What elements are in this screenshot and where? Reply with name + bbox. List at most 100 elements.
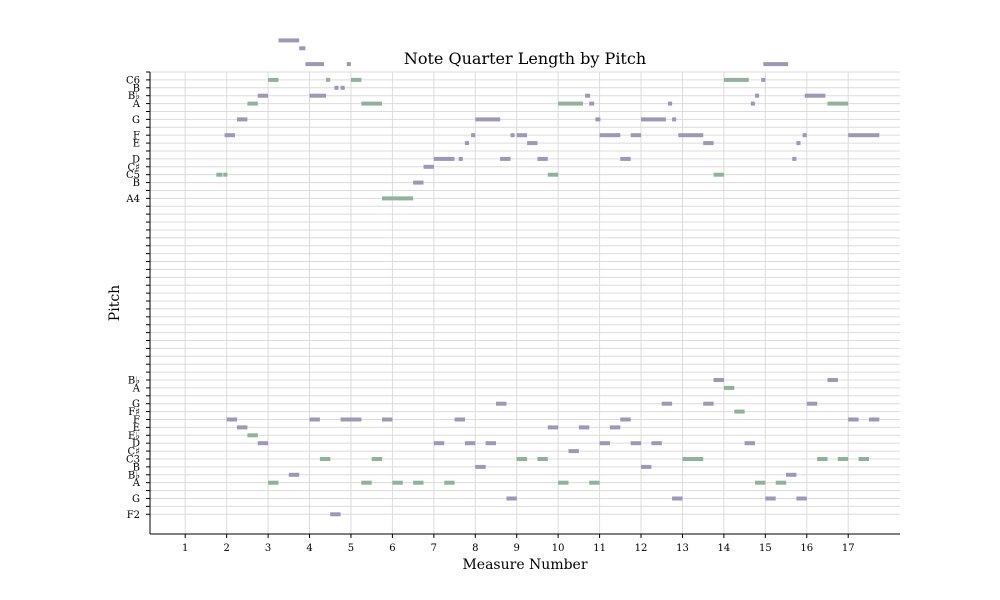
note-bar [216,172,223,177]
y-tick-label: B [133,178,140,189]
note-bar [278,38,300,43]
note-bar [599,441,610,446]
note-bar [750,101,755,106]
note-bar [578,425,590,430]
x-tick-label: 15 [759,543,772,554]
x-tick-label: 3 [265,543,271,554]
x-tick-label: 16 [800,543,813,554]
note-bar [510,133,515,138]
note-bar [761,77,766,82]
note-bar [361,101,382,106]
note-bar [858,457,869,461]
note-bar [319,457,331,461]
y-tick-label: E♭ [128,431,140,442]
note-bar [703,401,714,406]
note-bar [868,417,880,422]
note-bar [485,441,496,446]
note-bar [500,156,511,161]
note-bar [599,133,621,138]
note-bar [713,378,724,382]
y-tick-label: E [133,139,140,150]
note-bar [458,156,463,161]
y-tick-label: E [133,423,140,434]
note-bar [755,480,766,485]
note-bar [392,196,414,201]
y-tick-label: D [132,154,140,165]
chart-title: Note Quarter Length by Pitch [404,49,646,68]
note-bar [796,496,807,501]
note-bar [475,464,486,469]
x-tick-label: 14 [718,543,731,554]
y-tick-label: C3 [126,454,140,465]
note-bar [454,417,465,422]
note-bar [268,480,279,485]
note-bar [765,496,776,501]
note-bar [433,441,445,446]
note-bar [682,457,704,461]
y-tick-label: C♯ [128,447,141,458]
note-bar [516,133,528,138]
x-tick-label: 1 [182,543,188,554]
note-bar [537,457,548,461]
note-bar [806,401,818,406]
note-bar [817,457,828,461]
y-tick-label: F2 [127,510,140,521]
note-bar [257,93,269,98]
note-bar [309,417,320,422]
note-bar [723,77,749,82]
note-bar [547,172,559,177]
note-bar [848,133,880,138]
note-bar [309,93,327,98]
note-bar [351,417,362,422]
note-bar [413,480,424,485]
note-bar [516,457,528,461]
note-bar [568,449,579,454]
note-bar [223,172,228,177]
y-tick-label: B♭ [128,470,140,481]
note-bar [630,133,642,138]
note-bar [630,441,642,446]
note-bar [802,133,807,138]
note-bar [792,156,797,161]
y-tick-label: B [133,462,140,473]
note-bar [609,425,621,430]
note-bar [827,101,849,106]
note-bar [837,457,849,461]
x-tick-label: 7 [431,543,437,554]
y-tick-label: C♯ [128,162,141,173]
note-bar [326,77,331,82]
y-tick-label: F [133,415,140,426]
y-tick-label: G [132,399,140,410]
x-tick-label: 6 [389,543,395,554]
note-bar [620,156,631,161]
y-tick-label: G [132,115,140,126]
y-tick-label: C6 [126,75,140,86]
note-bar [744,441,755,446]
y-tick-label: A [132,478,141,489]
y-tick-label: D [132,439,140,450]
y-tick-label: F [133,131,140,142]
note-bar [299,46,306,51]
x-tick-label: 8 [472,543,478,554]
note-bar [775,480,787,485]
y-tick-label: B♭ [128,91,140,102]
note-bar [330,512,341,517]
note-bar [678,133,704,138]
note-bar [547,425,559,430]
note-bar [224,133,235,138]
note-bar [804,93,826,98]
note-bar [796,141,801,146]
note-bar [392,480,403,485]
note-bar [340,417,351,422]
note-bar [257,441,269,446]
note-bar [651,441,662,446]
note-bar [848,417,859,422]
note-bar [595,117,601,122]
note-bar [247,101,258,106]
x-tick-label: 11 [593,543,606,554]
note-bar [723,385,735,390]
note-bar [471,133,476,138]
note-bar [351,77,362,82]
x-axis-label: Measure Number [462,557,587,573]
note-bar [755,93,760,98]
